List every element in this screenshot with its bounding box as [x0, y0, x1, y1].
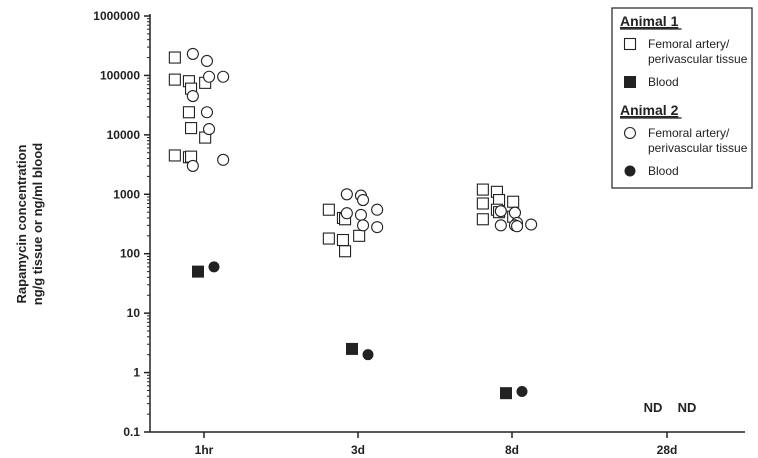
legend-heading: Animal 1 [620, 13, 679, 29]
legend-entry-label: Femoral artery/ [648, 37, 730, 51]
open-circle-point [340, 188, 353, 201]
open-circle-point [356, 193, 370, 207]
x-tick-label: 3d [351, 443, 365, 457]
annotations: ND ND [644, 400, 697, 415]
legend-marker-filled-square [624, 76, 636, 88]
open-square-point [168, 73, 181, 86]
open-circle-point [217, 153, 230, 166]
y-axis-title-line: ng/g tissue or ng/ml blood [30, 143, 45, 306]
open-circle-point [203, 70, 216, 83]
y-tick-label: 100000 [100, 68, 140, 82]
open-circle-point [186, 89, 199, 103]
open-circle-point [200, 106, 213, 119]
open-square-point [168, 51, 181, 64]
filled-circle-point [362, 349, 374, 361]
x-tick-label: 28d [657, 443, 678, 457]
filled-square-point [192, 265, 204, 278]
open-circle-point [186, 47, 199, 60]
open-circle-point [356, 219, 370, 232]
open-square-point [322, 232, 335, 245]
open-circle-point [200, 54, 213, 68]
y-tick-label: 100 [120, 247, 140, 261]
legend-marker-open-square [623, 37, 637, 51]
open-square-point [476, 213, 489, 226]
legend-entry-label: Blood [648, 164, 679, 178]
y-axis-title-line: Rapamycin concentration [14, 144, 29, 303]
open-square-point [168, 149, 181, 162]
filled-square-point [346, 342, 358, 355]
open-square-point [353, 229, 366, 242]
open-square-point [185, 122, 198, 135]
legend: Animal 1 Femoral artery/perivascular tiss… [611, 7, 753, 189]
open-circle-point [371, 221, 384, 234]
open-circle-point [354, 208, 368, 221]
legend-marker-filled-circle [624, 165, 636, 177]
open-square-point [507, 195, 520, 208]
legend-box [611, 7, 753, 189]
x-tick-label: 8d [505, 443, 519, 457]
data-points [168, 47, 538, 400]
filled-circle-point [208, 261, 220, 273]
y-tick-label: 10000 [107, 128, 141, 142]
y-tick-label: 1 [133, 366, 140, 380]
open-square-point [336, 233, 350, 247]
open-circle-point [203, 123, 216, 136]
y-tick-label: 1000 [113, 187, 140, 201]
legend-entry-label: perivascular tissue [648, 141, 748, 155]
open-square-point [476, 183, 489, 196]
filled-circle-point [516, 386, 528, 398]
x-tick-label: 1hr [195, 443, 214, 457]
legend-entry-label: Femoral artery/ [648, 126, 730, 140]
open-circle-point [494, 219, 507, 232]
filled-square-point [500, 387, 512, 400]
y-axis-title: Rapamycin concentration ng/g tissue or ng… [14, 143, 45, 306]
open-square-point [476, 197, 489, 210]
y-tick-label: 10 [127, 306, 141, 320]
open-circle-point [494, 205, 507, 218]
open-square-point [182, 106, 195, 119]
nd-label: ND [678, 400, 697, 415]
legend-entry-label: perivascular tissue [648, 52, 748, 66]
legend-entry-label: Blood [648, 75, 679, 89]
open-square-point [322, 203, 335, 216]
axes: 0.1 1 10 100 1000 10000 100000 1000000 1hr 3d 8d 28… [93, 9, 745, 457]
open-circle-point [525, 218, 538, 231]
open-circle-point [371, 203, 384, 216]
open-circle-point [217, 70, 230, 83]
open-circle-point [340, 207, 353, 220]
open-circle-point [508, 206, 522, 219]
legend-marker-open-circle [623, 126, 637, 140]
y-tick-label: 0.1 [123, 425, 140, 439]
open-circle-point [510, 220, 524, 233]
legend-heading: Animal 2 [620, 102, 679, 118]
nd-label: ND [644, 400, 663, 415]
y-tick-label: 1000000 [93, 9, 140, 23]
open-circle-point [186, 159, 199, 172]
open-square-point [338, 245, 352, 258]
